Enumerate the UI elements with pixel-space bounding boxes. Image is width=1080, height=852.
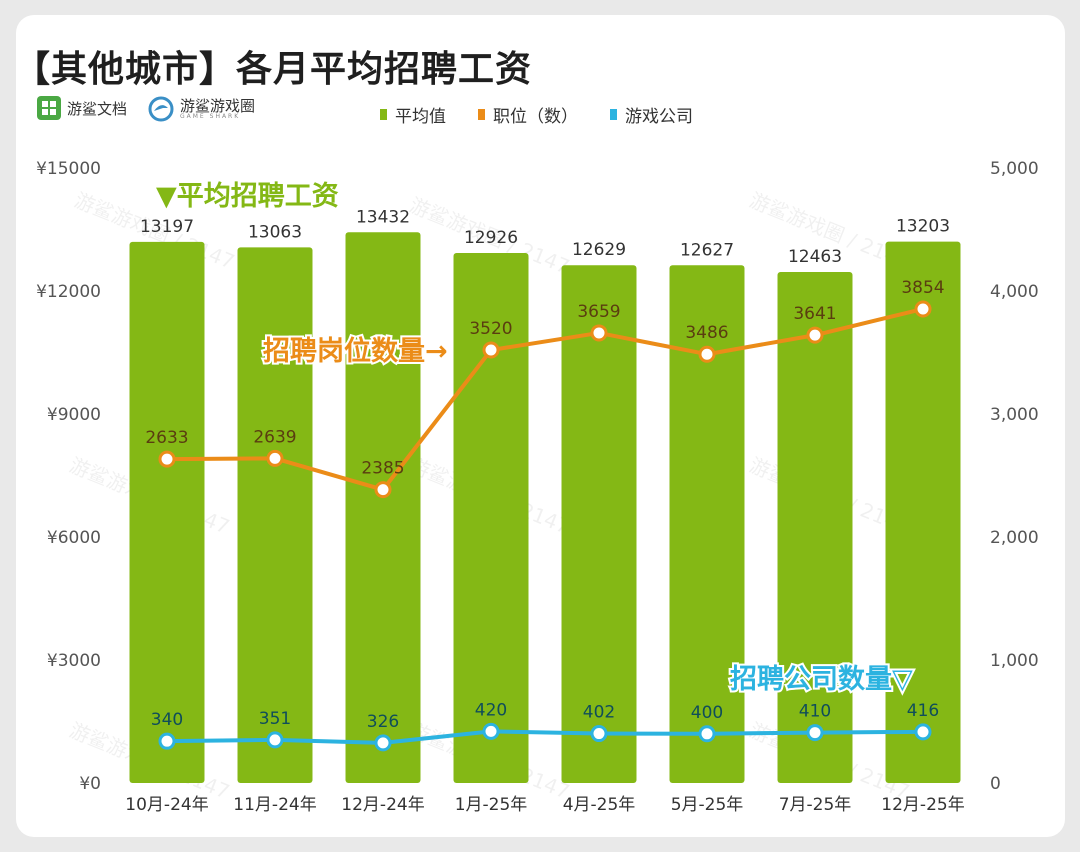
y-right-tick-label: 1,000	[990, 651, 1039, 671]
bar	[129, 241, 205, 784]
bar	[453, 253, 529, 783]
bar	[561, 265, 637, 783]
bar-value-label: 13063	[248, 222, 302, 242]
companies-point	[914, 723, 932, 741]
y-left-tick-label: ¥12000	[36, 282, 101, 302]
y-right-tick-label: 4,000	[990, 282, 1039, 302]
companies-point	[158, 732, 176, 750]
legend-label: 平均值	[395, 107, 446, 127]
companies-point	[806, 724, 824, 742]
y-left-tick-label: ¥9000	[47, 405, 101, 425]
positions-value-label: 2385	[361, 459, 404, 479]
companies-value-label: 326	[367, 712, 399, 732]
y-left-tick-label: ¥0	[79, 774, 101, 794]
grid-logo-icon	[37, 96, 61, 120]
y-right-tick-label: 3,000	[990, 405, 1039, 425]
x-tick-label: 4月-25年	[563, 795, 636, 815]
bar-value-label: 12926	[464, 228, 518, 248]
brand-youshadoc: 游鲨文档	[37, 96, 127, 120]
companies-point	[266, 731, 284, 749]
legend-label: 游戏公司	[625, 107, 693, 127]
companies-value-label: 402	[583, 703, 615, 723]
bar-value-label: 13432	[356, 207, 410, 227]
legend-item-positions[interactable]: 职位（数）	[478, 102, 578, 127]
companies-value-label: 351	[259, 709, 291, 729]
positions-point	[590, 324, 608, 342]
x-tick-label: 11月-24年	[233, 795, 316, 815]
annotation-companies: 招聘公司数量▽	[730, 664, 913, 695]
legend-item-companies[interactable]: 游戏公司	[610, 102, 693, 127]
positions-point	[482, 341, 500, 359]
companies-line	[166, 729, 924, 745]
bar-value-label: 13197	[140, 217, 194, 237]
bar-value-label: 12463	[788, 247, 842, 267]
positions-value-label: 2639	[253, 427, 296, 447]
positions-point	[806, 326, 824, 344]
y-left-tick-label: ¥6000	[47, 528, 101, 548]
companies-point	[482, 722, 500, 740]
bar	[237, 247, 313, 784]
positions-value-label: 2633	[145, 428, 188, 448]
companies-point	[374, 734, 392, 752]
positions-point	[914, 300, 932, 318]
y-right-tick-label: 0	[990, 774, 1001, 794]
companies-value-label: 400	[691, 703, 723, 723]
brand-name: 游鲨文档	[67, 99, 128, 118]
x-tick-label: 7月-25年	[779, 795, 852, 815]
y-left-tick-label: ¥3000	[47, 651, 101, 671]
legend-item-average[interactable]: 平均值	[380, 102, 446, 127]
legend-swatch-icon	[380, 109, 387, 120]
brand-name: 游鲨游戏圈	[180, 96, 256, 115]
x-tick-label: 10月-24年	[125, 795, 208, 815]
positions-value-label: 3520	[469, 319, 512, 339]
legend-label: 职位（数）	[493, 107, 578, 127]
y-right-tick-label: 5,000	[990, 159, 1039, 179]
positions-point	[158, 450, 176, 468]
legend-swatch-icon	[478, 109, 485, 120]
companies-value-label: 410	[799, 702, 831, 722]
bar	[777, 272, 853, 783]
bar	[885, 241, 961, 783]
companies-value-label: 416	[907, 701, 939, 721]
positions-value-label: 3854	[901, 278, 944, 298]
x-tick-label: 1月-25年	[455, 795, 528, 815]
brand-gameshark: 游鲨游戏圈 GAME SHARK	[148, 96, 255, 122]
bar-value-label: 12629	[572, 240, 626, 260]
legend-swatch-icon	[610, 109, 617, 120]
companies-point	[590, 725, 608, 743]
y-right-tick-label: 2,000	[990, 528, 1039, 548]
positions-value-label: 3486	[685, 323, 728, 343]
page-title: 【其他城市】各月平均招聘工资	[14, 49, 533, 90]
bar	[669, 265, 745, 784]
x-tick-label: 12月-25年	[881, 795, 964, 815]
bar-value-label: 12627	[680, 240, 734, 260]
brand-sub: GAME SHARK	[180, 112, 241, 120]
positions-point	[374, 481, 392, 499]
companies-value-label: 340	[151, 710, 183, 730]
x-tick-label: 12月-24年	[341, 795, 424, 815]
bar-value-label: 13203	[896, 217, 950, 237]
positions-point	[698, 345, 716, 363]
annotation-positions: 招聘岗位数量→	[263, 335, 448, 367]
positions-value-label: 3641	[793, 304, 836, 324]
bar	[345, 232, 421, 784]
annotation-salary: ▼平均招聘工资	[156, 181, 339, 212]
shark-logo-icon	[148, 96, 174, 122]
positions-line	[166, 307, 924, 492]
y-left-tick-label: ¥15000	[36, 159, 101, 179]
positions-value-label: 3659	[577, 302, 620, 322]
companies-value-label: 420	[475, 700, 507, 720]
companies-point	[698, 725, 716, 743]
x-tick-label: 5月-25年	[671, 795, 744, 815]
positions-point	[266, 449, 284, 467]
